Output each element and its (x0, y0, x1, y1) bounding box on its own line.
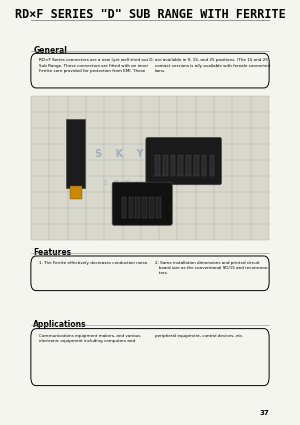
Text: S   T   R   I   B   U   T   O   R: S T R I B U T O R (103, 179, 197, 186)
Bar (66, 119, 85, 188)
Bar (155, 155, 160, 176)
Text: Features: Features (34, 248, 72, 258)
Text: 1. The Ferrite effectively decreases conduction noise.: 1. The Ferrite effectively decreases con… (39, 261, 148, 265)
Bar (157, 197, 161, 218)
Bar (178, 155, 183, 176)
Text: 2. Same installation dimensions and printed circuit
   board size as the convent: 2. Same installation dimensions and prin… (155, 261, 269, 275)
Bar (31, 96, 269, 240)
Text: General: General (34, 46, 67, 55)
FancyBboxPatch shape (146, 137, 221, 185)
Bar (149, 197, 154, 218)
Bar (210, 155, 214, 176)
Bar (136, 197, 140, 218)
Bar (171, 155, 176, 176)
Text: 37: 37 (260, 410, 269, 416)
FancyBboxPatch shape (31, 53, 269, 88)
Bar (142, 197, 147, 218)
Text: RD×F Series connectors are a new (yet well-tried out D-
Sub Range. These connect: RD×F Series connectors are a new (yet we… (39, 58, 154, 73)
Bar (163, 155, 168, 176)
Text: are available in 9, 15, and 25 positions. (The 15 and 25
contact versions is a/l: are available in 9, 15, and 25 positions… (155, 58, 270, 73)
FancyBboxPatch shape (31, 329, 269, 385)
Bar (122, 197, 126, 218)
Text: RD×F SERIES "D" SUB RANGE WITH FERRITE: RD×F SERIES "D" SUB RANGE WITH FERRITE (15, 8, 285, 21)
Bar (70, 186, 83, 199)
Bar (186, 155, 191, 176)
FancyBboxPatch shape (112, 182, 172, 225)
Bar (202, 155, 206, 176)
FancyBboxPatch shape (31, 256, 269, 291)
Bar (194, 155, 199, 176)
Bar (128, 197, 133, 218)
Text: S    K    Y    E    C    U: S K Y E C U (94, 149, 206, 159)
Text: peripheral equipment, control devices, etc.: peripheral equipment, control devices, e… (155, 334, 244, 338)
Text: Communications equipment makers, and various
electronic equipment including comp: Communications equipment makers, and var… (39, 334, 140, 343)
Text: Applications: Applications (34, 320, 87, 329)
